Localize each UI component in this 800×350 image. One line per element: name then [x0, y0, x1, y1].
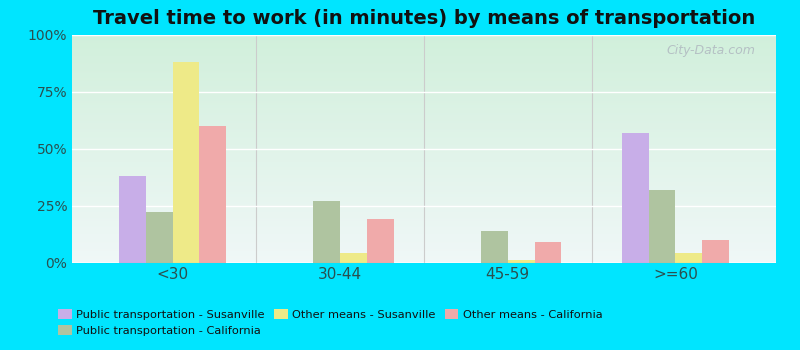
- Bar: [534, 242, 562, 262]
- Bar: [199, 126, 226, 262]
- Bar: [622, 133, 649, 262]
- Bar: [675, 253, 702, 262]
- Bar: [508, 260, 534, 262]
- Bar: [702, 240, 729, 262]
- Bar: [314, 201, 340, 262]
- Text: City-Data.com: City-Data.com: [666, 44, 755, 57]
- Bar: [649, 190, 675, 262]
- Legend: Public transportation - Susanville, Public transportation - California, Other me: Public transportation - Susanville, Publ…: [54, 304, 607, 341]
- Bar: [340, 253, 367, 262]
- Bar: [146, 212, 173, 262]
- Bar: [119, 176, 146, 262]
- Bar: [173, 62, 199, 262]
- Bar: [481, 231, 508, 262]
- Title: Travel time to work (in minutes) by means of transportation: Travel time to work (in minutes) by mean…: [93, 9, 755, 28]
- Bar: [367, 219, 394, 262]
